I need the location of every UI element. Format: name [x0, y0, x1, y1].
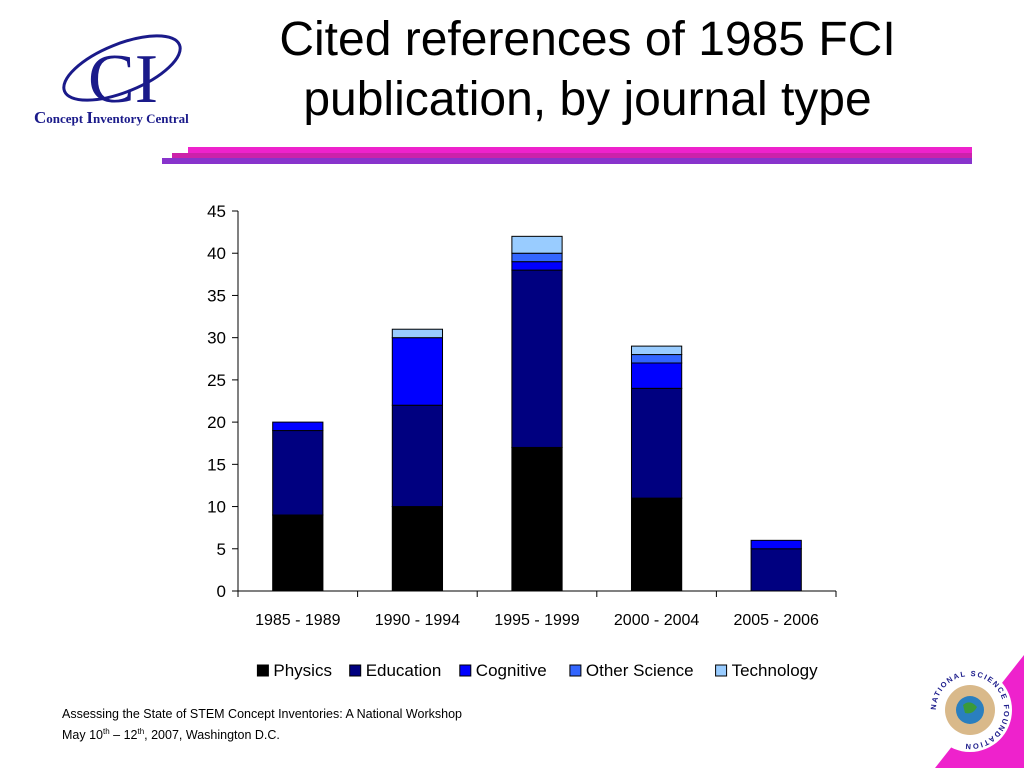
footer-date: May 10th – 12th, 2007, Washington D.C.	[62, 727, 280, 743]
logo-letter: C	[146, 111, 156, 126]
bar-segment	[391, 506, 444, 592]
bar-segment	[630, 354, 683, 364]
legend-label: Cognitive	[476, 661, 547, 680]
y-tick-label: 10	[207, 498, 226, 517]
bar-segment	[630, 497, 683, 592]
title-line-1: Cited references of 1985 FCI	[279, 13, 896, 66]
bar-segment	[630, 362, 683, 389]
bar-segment	[391, 337, 444, 406]
bar-segment	[630, 345, 683, 356]
bar-segment	[391, 328, 444, 339]
bar-segment	[750, 548, 802, 592]
legend-swatch	[349, 664, 362, 677]
legend-label: Other Science	[586, 661, 694, 680]
logo-wordmark: Concept Inventory Central	[34, 108, 234, 128]
accent-rule-bottom	[162, 158, 972, 164]
logo-letter: C	[34, 108, 47, 127]
legend: Physics Education Cognitive Other Science Te…	[256, 661, 819, 680]
x-tick-label: 2005 - 2006	[733, 612, 819, 629]
bar-segment	[272, 514, 324, 592]
y-tick-label: 45	[207, 202, 226, 221]
bar-segment	[511, 269, 563, 448]
footer-workshop: Assessing the State of STEM Concept Inve…	[62, 707, 462, 721]
legend-label: Technology	[732, 661, 819, 680]
y-tick-label: 5	[217, 540, 226, 559]
x-tick-label: 2000 - 2004	[614, 612, 700, 629]
legend-swatch	[459, 664, 472, 677]
bar-segment	[511, 261, 563, 271]
bar-segment	[750, 539, 802, 550]
bar-segment	[391, 404, 444, 508]
legend-label: Physics	[273, 661, 332, 680]
logo-initials: CI	[88, 41, 158, 118]
legend-swatch	[715, 664, 728, 677]
logo-letter: I	[86, 108, 93, 127]
bars	[272, 235, 802, 592]
bar-segment	[511, 446, 563, 592]
logo-word: oncept	[46, 111, 87, 126]
footer: Assessing the State of STEM Concept Inve…	[62, 706, 462, 744]
bar-segment	[511, 235, 563, 254]
accent-rule-top	[188, 147, 972, 153]
x-tick-label: 1985 - 1989	[255, 612, 341, 629]
slide-title: Cited references of 1985 FCI publication…	[215, 10, 960, 130]
bar-segment	[272, 421, 324, 432]
y-tick-label: 20	[207, 413, 226, 432]
y-tick-label: 30	[207, 329, 226, 348]
y-tick-label: 15	[207, 455, 226, 474]
logo-word: entral	[155, 111, 189, 126]
y-axis: 0 5 10 15 20 25 30 35 40 45	[207, 202, 239, 601]
y-tick-label: 0	[217, 582, 226, 601]
bar-segment	[511, 252, 563, 263]
concept-inventory-central-logo: CI	[62, 34, 182, 118]
x-tick-label: 1995 - 1999	[494, 612, 580, 629]
logo-word: nventory	[93, 111, 147, 126]
legend-swatch	[256, 664, 269, 677]
y-tick-label: 40	[207, 244, 226, 263]
y-tick-label: 35	[207, 286, 226, 305]
accent-rule-middle	[172, 153, 972, 158]
y-tick-label: 25	[207, 371, 226, 390]
nsf-seal: NATIONAL SCIENCE FOUNDATION	[928, 655, 1024, 768]
stacked-bar-chart: 0 5 10 15 20 25 30 35 40 45 1985 - 1989 1990 - 199…	[207, 202, 837, 680]
legend-label: Education	[366, 661, 442, 680]
bar-segment	[272, 430, 324, 516]
bar-segment	[630, 387, 683, 499]
legend-swatch	[569, 664, 582, 677]
title-line-2: publication, by journal type	[303, 73, 872, 126]
x-tick-label: 1990 - 1994	[375, 612, 461, 629]
x-axis: 1985 - 1989 1990 - 1994 1995 - 1999 2000 - …	[237, 590, 837, 629]
